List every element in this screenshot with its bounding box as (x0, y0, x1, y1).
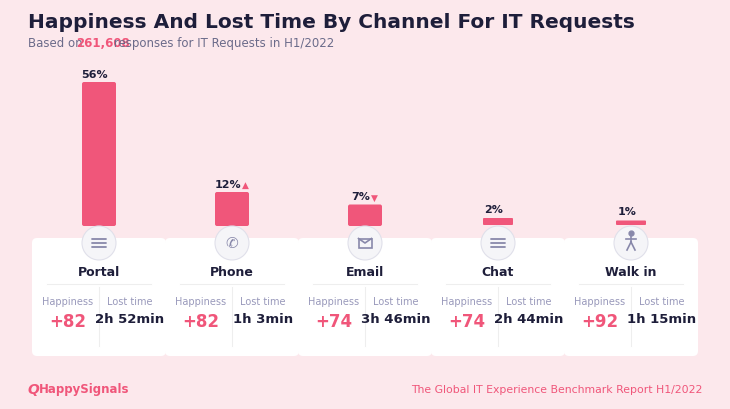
Text: 1h 15min: 1h 15min (628, 312, 696, 325)
Text: +82: +82 (50, 312, 86, 330)
Text: Lost time: Lost time (373, 296, 419, 306)
Text: 56%: 56% (82, 70, 108, 80)
Text: 2h 44min: 2h 44min (494, 312, 564, 325)
FancyBboxPatch shape (348, 205, 382, 227)
Text: Based on: Based on (28, 37, 86, 50)
Text: 7%: 7% (352, 192, 370, 202)
Text: +74: +74 (315, 312, 353, 330)
Circle shape (481, 227, 515, 261)
Text: Happiness: Happiness (575, 296, 626, 306)
Circle shape (348, 227, 382, 261)
FancyBboxPatch shape (483, 218, 513, 225)
Text: Happiness And Lost Time By Channel For IT Requests: Happiness And Lost Time By Channel For I… (28, 13, 635, 32)
Text: 1h 3min: 1h 3min (233, 312, 293, 325)
Text: Happiness: Happiness (175, 296, 226, 306)
Text: ✆: ✆ (226, 236, 239, 251)
Text: Phone: Phone (210, 265, 254, 278)
FancyBboxPatch shape (82, 83, 116, 227)
Circle shape (215, 227, 249, 261)
Text: Q: Q (28, 382, 39, 396)
Text: 261,608: 261,608 (76, 37, 130, 50)
Text: Email: Email (346, 265, 384, 278)
Circle shape (614, 227, 648, 261)
Text: 2%: 2% (485, 204, 504, 214)
Text: HappySignals: HappySignals (39, 382, 129, 396)
Text: Happiness: Happiness (42, 296, 93, 306)
FancyBboxPatch shape (431, 238, 565, 356)
FancyBboxPatch shape (215, 193, 249, 227)
Text: Portal: Portal (78, 265, 120, 278)
Text: +74: +74 (448, 312, 485, 330)
Text: 2h 52min: 2h 52min (96, 312, 164, 325)
FancyBboxPatch shape (298, 238, 432, 356)
Text: 3h 46min: 3h 46min (361, 312, 431, 325)
FancyBboxPatch shape (32, 238, 166, 356)
Text: responses for IT Requests in H1/2022: responses for IT Requests in H1/2022 (110, 37, 334, 50)
FancyBboxPatch shape (165, 238, 299, 356)
Circle shape (82, 227, 116, 261)
Text: The Global IT Experience Benchmark Report H1/2022: The Global IT Experience Benchmark Repor… (410, 384, 702, 394)
FancyBboxPatch shape (616, 221, 646, 225)
Text: Lost time: Lost time (506, 296, 552, 306)
Text: 1%: 1% (618, 207, 637, 217)
Text: ▼: ▼ (372, 193, 378, 202)
FancyBboxPatch shape (564, 238, 698, 356)
Text: Walk in: Walk in (605, 265, 657, 278)
Text: Lost time: Lost time (107, 296, 153, 306)
Text: 12%: 12% (215, 180, 242, 189)
Text: +82: +82 (182, 312, 220, 330)
Text: +92: +92 (581, 312, 618, 330)
Text: ▲: ▲ (242, 180, 248, 189)
Text: Lost time: Lost time (639, 296, 685, 306)
Text: Happiness: Happiness (442, 296, 493, 306)
Bar (358, 239, 372, 248)
Text: Happiness: Happiness (309, 296, 360, 306)
Text: Chat: Chat (482, 265, 514, 278)
Text: Lost time: Lost time (240, 296, 285, 306)
